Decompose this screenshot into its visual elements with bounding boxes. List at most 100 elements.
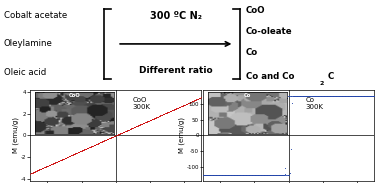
- Point: [371, 94, 377, 97]
- Point: [107, 137, 113, 140]
- Point: [147, 119, 153, 122]
- Point: [45, 164, 51, 167]
- Point: [253, 173, 259, 176]
- Point: [179, 104, 185, 107]
- Point: [233, 173, 239, 176]
- Point: [170, 108, 177, 111]
- Point: [250, 173, 256, 176]
- Point: [133, 125, 139, 128]
- Point: [279, 173, 285, 176]
- Point: [269, 173, 275, 176]
- Point: [324, 94, 330, 97]
- Point: [304, 94, 310, 97]
- Point: [257, 173, 263, 176]
- Point: [60, 158, 66, 160]
- Point: [305, 94, 311, 97]
- Point: [87, 146, 93, 149]
- Point: [253, 173, 259, 176]
- Point: [105, 137, 111, 140]
- Point: [291, 94, 297, 97]
- Point: [319, 94, 325, 97]
- Point: [249, 173, 255, 176]
- Point: [361, 94, 367, 97]
- Point: [318, 94, 324, 97]
- Point: [51, 162, 57, 165]
- Point: [299, 94, 305, 97]
- Point: [52, 161, 58, 164]
- Point: [348, 94, 354, 97]
- Point: [204, 173, 211, 176]
- Point: [338, 94, 344, 97]
- Point: [227, 173, 233, 176]
- Point: [66, 155, 72, 158]
- Point: [120, 131, 126, 134]
- Point: [157, 114, 163, 117]
- Point: [202, 173, 208, 176]
- Point: [166, 111, 172, 113]
- Point: [361, 94, 367, 97]
- Point: [162, 112, 168, 115]
- Point: [305, 94, 311, 97]
- Point: [46, 163, 53, 166]
- Point: [313, 94, 319, 97]
- Point: [81, 148, 87, 151]
- Point: [333, 94, 339, 97]
- Point: [201, 173, 208, 176]
- Point: [249, 173, 255, 176]
- Point: [316, 94, 322, 97]
- Point: [287, 171, 293, 174]
- Point: [246, 173, 252, 176]
- Point: [48, 163, 54, 166]
- Point: [201, 173, 207, 176]
- Point: [337, 94, 343, 97]
- Point: [290, 95, 296, 98]
- Point: [147, 119, 153, 122]
- Point: [181, 103, 187, 106]
- Point: [208, 173, 214, 176]
- Point: [83, 147, 89, 150]
- Point: [259, 173, 265, 176]
- Point: [161, 113, 167, 115]
- Point: [322, 94, 328, 97]
- Point: [252, 173, 258, 176]
- Text: Co and Co: Co and Co: [246, 72, 294, 81]
- Point: [320, 94, 326, 97]
- Point: [57, 159, 64, 162]
- Point: [314, 94, 320, 97]
- Point: [70, 153, 76, 156]
- Point: [205, 173, 211, 176]
- Point: [323, 94, 329, 97]
- Point: [88, 145, 94, 148]
- Point: [188, 100, 194, 103]
- Point: [100, 139, 106, 142]
- Point: [220, 173, 226, 176]
- Point: [120, 131, 126, 134]
- Point: [47, 163, 53, 166]
- Point: [40, 166, 46, 169]
- Point: [197, 96, 203, 99]
- Point: [285, 173, 291, 176]
- Point: [298, 94, 304, 97]
- Point: [113, 134, 119, 137]
- Point: [132, 126, 138, 128]
- Point: [342, 94, 348, 97]
- Point: [346, 94, 352, 97]
- Point: [108, 136, 114, 139]
- Point: [261, 173, 267, 176]
- Point: [126, 128, 132, 131]
- Point: [224, 173, 230, 176]
- Point: [74, 151, 81, 154]
- Point: [303, 94, 309, 97]
- Point: [350, 94, 356, 97]
- Point: [41, 166, 47, 169]
- Point: [81, 148, 87, 151]
- Point: [111, 135, 117, 138]
- Point: [327, 94, 333, 97]
- Point: [244, 173, 250, 176]
- Point: [252, 173, 258, 176]
- Point: [284, 96, 290, 99]
- Point: [202, 173, 208, 176]
- Point: [36, 168, 42, 171]
- Point: [266, 173, 272, 176]
- Point: [320, 94, 326, 97]
